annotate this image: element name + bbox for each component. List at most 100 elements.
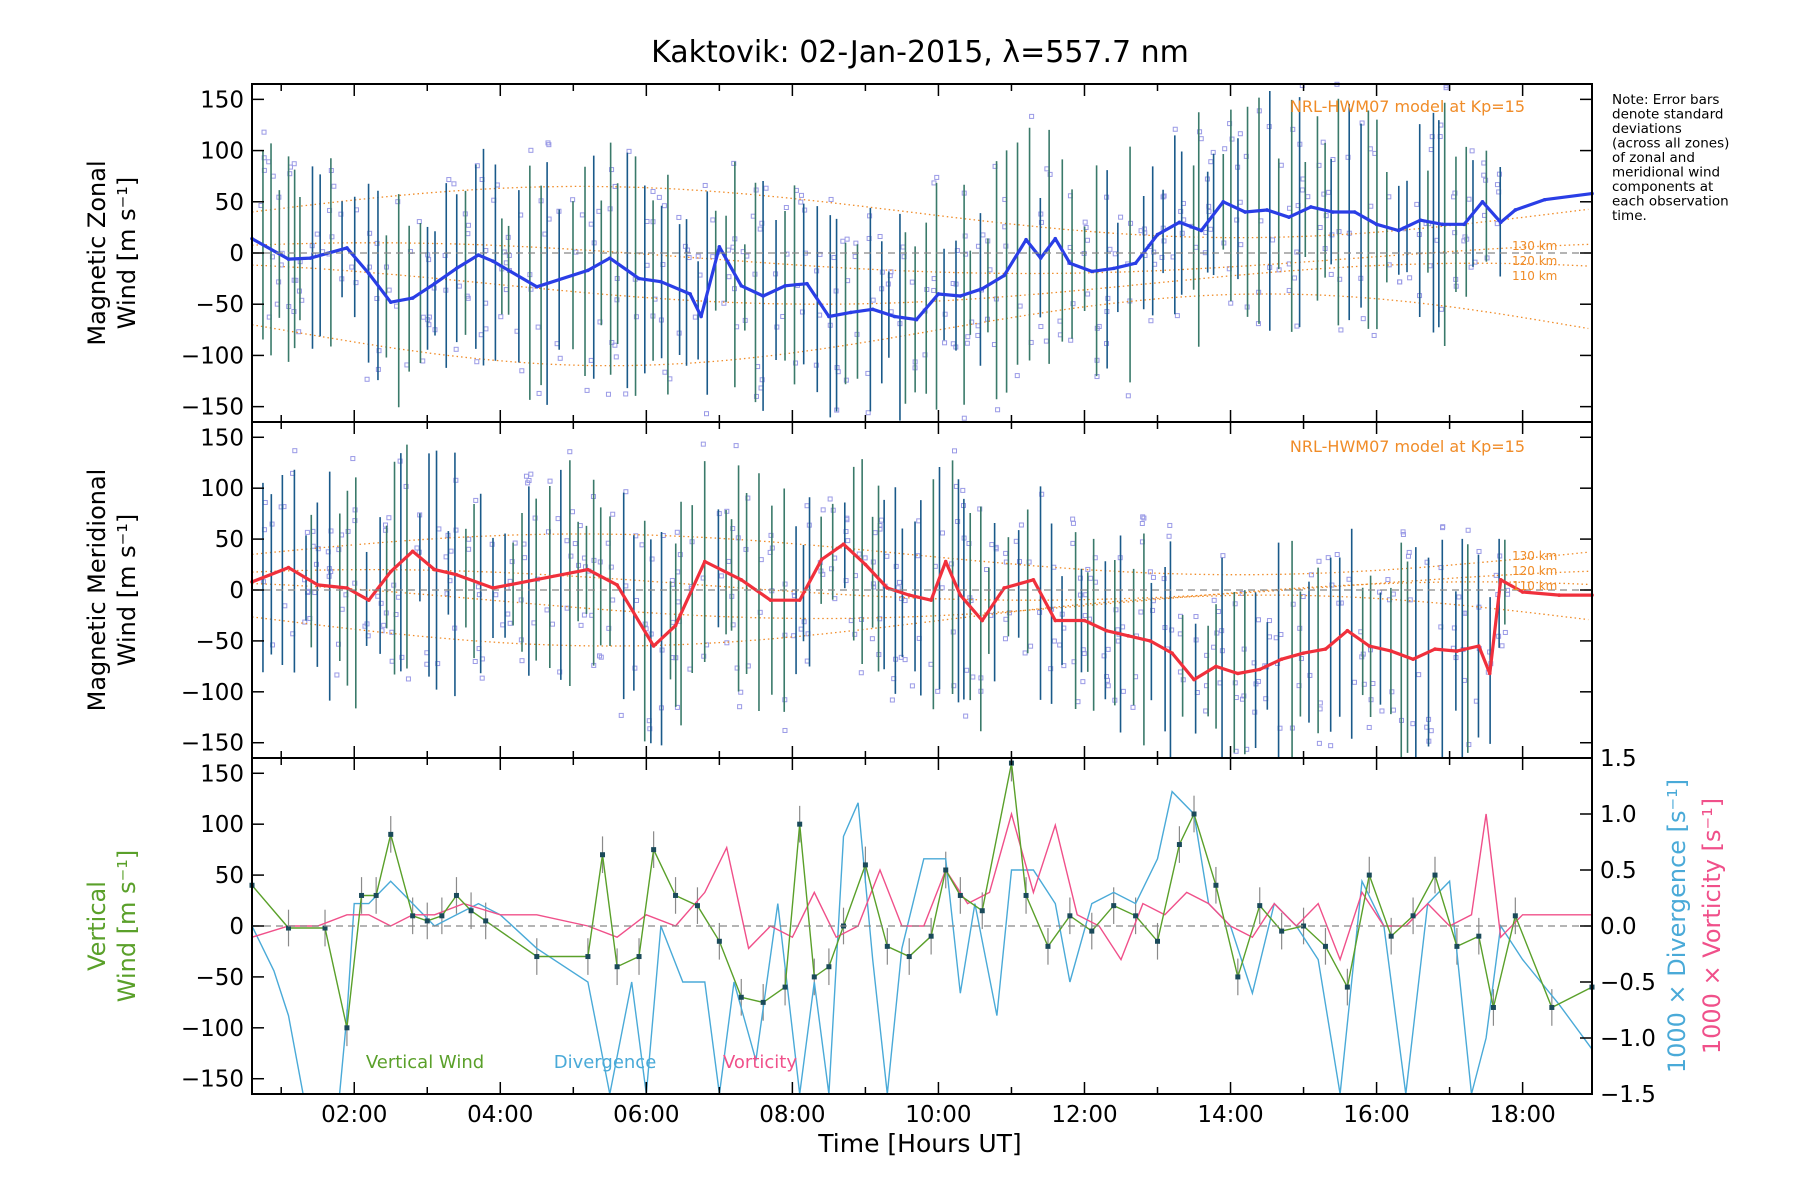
- zonal-wind-line-point: [1155, 232, 1160, 237]
- scatter-point: [675, 599, 681, 605]
- scatter-point: [1013, 538, 1019, 544]
- y-tick-label: 100: [200, 812, 244, 838]
- scatter-point: [1428, 728, 1434, 734]
- scatter-point: [738, 689, 744, 695]
- meridional-wind-line-point: [586, 567, 590, 572]
- scatter-point: [605, 391, 611, 397]
- scatter-point: [759, 377, 765, 383]
- scatter-point: [531, 620, 537, 626]
- scatter-point: [893, 563, 899, 569]
- scatter-point: [612, 342, 618, 348]
- scatter-point: [466, 536, 472, 542]
- vertical-wind-point: [614, 964, 620, 970]
- zonal-wind-line-point: [870, 307, 875, 312]
- zonal-wind-line-point: [958, 294, 963, 298]
- zonal-wind-line-point: [1089, 269, 1094, 274]
- scatter-point: [266, 159, 272, 165]
- meridional-y-label: Magnetic Meridional Wind [m s⁻¹]: [83, 469, 141, 712]
- meridional-wind-line-point: [1389, 649, 1393, 653]
- vertical-wind-point: [1023, 892, 1029, 898]
- scatter-point: [606, 625, 612, 631]
- scatter-point: [465, 222, 471, 228]
- scatter-point: [451, 181, 457, 187]
- vertical-wind-point: [1176, 842, 1182, 848]
- scatter-point: [888, 309, 894, 315]
- scatter-point: [725, 247, 731, 253]
- altitude-label: 120 km: [1512, 564, 1557, 578]
- vertical-wind-point: [1279, 928, 1285, 934]
- zonal-wind-line-point: [688, 292, 692, 296]
- vertical-wind-point: [651, 847, 657, 853]
- scatter-point: [1389, 689, 1395, 695]
- scatter-point: [870, 297, 876, 303]
- y-tick-label: −150: [181, 1067, 244, 1093]
- text-labels: Kaktovik: 02-Jan-2015, λ=557.7 nm Time […: [83, 35, 1729, 1158]
- scatter-point: [1070, 540, 1076, 546]
- scatter-point: [644, 218, 650, 224]
- meridional-wind-line-point: [315, 583, 320, 587]
- scatter-point: [1070, 301, 1076, 307]
- scatter-point: [626, 148, 632, 154]
- meridional-wind-line-point: [819, 557, 824, 562]
- scatter-point: [364, 376, 370, 382]
- scatter-point: [1043, 338, 1049, 344]
- meridional-wind-line-point: [863, 562, 868, 567]
- zonal-wind-line-point: [1243, 210, 1247, 214]
- y-tick-label: 50: [215, 863, 244, 889]
- scatter-point: [544, 607, 550, 613]
- vertical-wind-point: [424, 918, 430, 924]
- scatter-point: [928, 661, 934, 667]
- scatter-point: [545, 140, 551, 146]
- scatter-point: [312, 590, 318, 596]
- meridional-wind-line-point: [1557, 593, 1561, 597]
- scatter-point: [856, 551, 862, 557]
- scatter-point: [858, 670, 864, 676]
- meridional-wind-line-point: [1031, 578, 1036, 582]
- vertical-wind-point: [1089, 928, 1095, 934]
- scatter-point: [804, 503, 810, 509]
- meridional-wind-line-point: [1455, 649, 1459, 653]
- scatter-point: [813, 362, 819, 368]
- scatter-point: [1174, 313, 1180, 319]
- scatter-point: [262, 499, 268, 505]
- divergence-y-label: 1000 × Divergence [s⁻¹]: [1663, 779, 1691, 1073]
- scatter-point: [1494, 221, 1500, 227]
- y-tick-label: 150: [200, 761, 244, 787]
- vertical-wind-point: [1344, 984, 1350, 990]
- scatter-point: [1167, 522, 1173, 528]
- scatter-point: [1077, 575, 1083, 581]
- meridional-wind-line-point: [768, 598, 773, 602]
- scatter-point: [1351, 679, 1357, 685]
- vertical-wind-point: [716, 938, 722, 944]
- meridional-wind-line-point: [673, 623, 678, 628]
- scatter-point: [261, 129, 267, 135]
- scatter-point: [1070, 516, 1076, 522]
- model-curve: [251, 293, 1589, 367]
- scatter-point: [1029, 113, 1035, 119]
- zonal-wind-line-point: [1133, 261, 1138, 266]
- meridional-wind-line-point: [797, 598, 802, 602]
- scatter-point: [872, 530, 878, 536]
- scatter-point: [302, 619, 308, 625]
- scatter-point: [1377, 589, 1383, 595]
- scatter-point: [1390, 591, 1396, 597]
- chart-title: Kaktovik: 02-Jan-2015, λ=557.7 nm: [651, 35, 1189, 70]
- scatter-point: [1014, 373, 1020, 379]
- scatter-point: [1028, 643, 1034, 649]
- scatter-point: [853, 240, 859, 246]
- y2-tick-label: 1.5: [1600, 746, 1637, 772]
- scatter-point: [1255, 617, 1261, 623]
- scatter-point: [1325, 555, 1331, 561]
- scatter-point: [716, 511, 722, 517]
- vertical-wind-point: [673, 892, 679, 898]
- scatter-point: [383, 522, 389, 528]
- scatter-point: [647, 726, 653, 732]
- zonal-wind-line-point: [308, 256, 313, 260]
- vertical-wind-point: [1235, 974, 1241, 980]
- meridional-wind-line-point: [1323, 647, 1328, 651]
- scatter-point: [557, 669, 563, 675]
- scatter-point: [378, 600, 384, 606]
- scatter-point: [1494, 182, 1500, 188]
- scatter-point: [1125, 393, 1131, 399]
- scatter-point: [895, 585, 901, 591]
